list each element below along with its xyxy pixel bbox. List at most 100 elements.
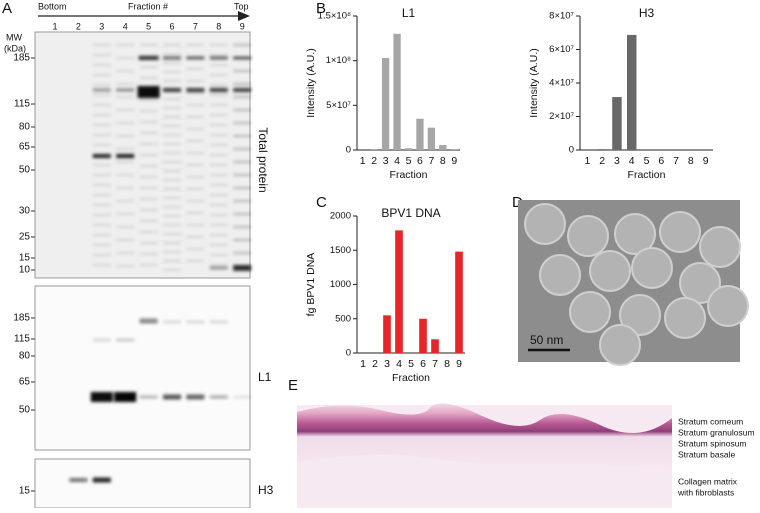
- histology-label: Stratum basale: [678, 449, 735, 459]
- band: [186, 224, 205, 226]
- lane-label: 6: [169, 21, 174, 31]
- band: [116, 239, 135, 241]
- band: [92, 94, 111, 96]
- band: [163, 152, 181, 154]
- x-tick-label: 1: [360, 358, 366, 370]
- band: [92, 224, 111, 226]
- mw-marker: 10: [19, 265, 31, 276]
- band: [233, 213, 252, 215]
- band: [92, 194, 111, 196]
- y-tick-label: 500: [335, 313, 351, 324]
- particle: [539, 254, 581, 296]
- lane-label: 4: [123, 21, 128, 31]
- band: [163, 134, 181, 136]
- y-tick-label: 4×10⁷: [549, 78, 574, 89]
- mw-marker: 30: [19, 206, 31, 217]
- mw-marker: 50: [19, 165, 31, 176]
- band: [163, 170, 181, 172]
- band: [139, 220, 158, 222]
- band: [92, 144, 111, 146]
- band: [233, 56, 252, 60]
- arrowhead: [238, 11, 250, 21]
- band: [209, 114, 228, 116]
- x-tick-label: 4: [629, 155, 635, 167]
- panel-label: D: [512, 194, 523, 211]
- gel-top: Top: [234, 1, 249, 11]
- bar: [393, 33, 401, 150]
- band: [69, 478, 88, 482]
- x-tick-label: 3: [383, 155, 389, 167]
- band: [116, 148, 135, 150]
- band: [186, 128, 205, 130]
- band: [92, 338, 111, 342]
- band: [209, 204, 228, 206]
- band: [209, 54, 228, 56]
- band: [139, 242, 158, 244]
- mw-marker: 185: [13, 53, 30, 64]
- x-tick-label: 3: [614, 155, 620, 167]
- band: [92, 44, 111, 46]
- band: [209, 104, 228, 106]
- band: [116, 161, 135, 163]
- band: [163, 260, 181, 262]
- lane-label: 8: [216, 21, 221, 31]
- band: [209, 94, 228, 96]
- particle: [599, 324, 641, 366]
- band: [92, 204, 111, 206]
- band: [92, 124, 111, 126]
- band: [209, 234, 228, 236]
- band: [186, 88, 205, 92]
- particle: [664, 297, 706, 339]
- mw-marker: 185: [13, 313, 30, 324]
- mw-title: MW: [6, 32, 22, 42]
- band: [139, 395, 158, 399]
- mw-marker: 80: [19, 351, 31, 362]
- band: [186, 56, 205, 60]
- band: [92, 184, 111, 186]
- band: [116, 122, 135, 124]
- x-axis-label: Fraction: [392, 372, 430, 384]
- band: [114, 392, 137, 402]
- band: [186, 260, 205, 262]
- band: [163, 116, 181, 118]
- band: [139, 209, 158, 211]
- blot-h3: [34, 458, 251, 509]
- mw-marker: 65: [19, 377, 31, 388]
- band: [163, 224, 181, 226]
- band: [116, 70, 135, 72]
- band: [186, 152, 205, 154]
- band: [92, 164, 111, 166]
- band: [116, 265, 135, 267]
- band: [116, 226, 135, 228]
- band: [209, 44, 228, 46]
- band: [186, 68, 205, 70]
- band: [92, 134, 111, 136]
- band: [92, 244, 111, 246]
- x-tick-label: 6: [417, 155, 423, 167]
- band: [163, 107, 181, 109]
- band: [139, 143, 158, 145]
- band: [163, 179, 181, 181]
- band: [209, 84, 228, 86]
- x-tick-label: 5: [406, 155, 412, 167]
- band: [163, 197, 181, 199]
- band: [163, 88, 181, 92]
- histology-label: Stratum spinosum: [678, 438, 747, 448]
- band: [163, 188, 181, 190]
- y-tick-label: 2×10⁷: [549, 111, 574, 122]
- band: [163, 80, 181, 82]
- band: [92, 84, 111, 86]
- x-tick-label: 9: [703, 155, 709, 167]
- lane-label: 3: [99, 21, 104, 31]
- band: [209, 214, 228, 216]
- particle: [659, 211, 701, 253]
- lane-label: 5: [146, 21, 151, 31]
- band: [186, 140, 205, 142]
- scale-label: 50 nm: [530, 333, 563, 347]
- band: [209, 264, 228, 266]
- band: [116, 44, 135, 46]
- band: [116, 154, 135, 158]
- bar: [404, 148, 413, 150]
- x-tick-label: 9: [456, 358, 462, 370]
- band: [139, 231, 158, 233]
